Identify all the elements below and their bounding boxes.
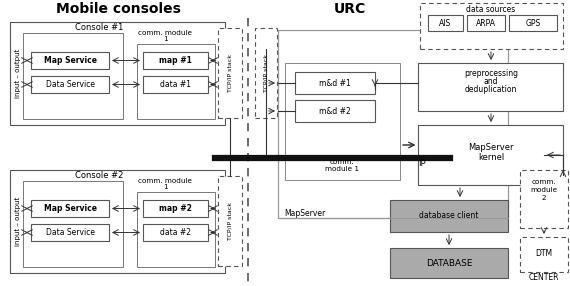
Text: comm. module: comm. module — [138, 30, 192, 36]
Text: 1: 1 — [162, 36, 168, 42]
Text: map #2: map #2 — [159, 204, 192, 213]
Bar — [278, 30, 508, 218]
Text: data #2: data #2 — [160, 228, 191, 237]
Bar — [137, 192, 215, 267]
Text: module 1: module 1 — [325, 166, 359, 172]
Text: MapServer: MapServer — [468, 144, 514, 152]
Bar — [509, 15, 557, 31]
Text: Map Service: Map Service — [43, 56, 96, 65]
Bar — [428, 15, 463, 31]
Bar — [137, 44, 215, 119]
Text: input – output: input – output — [15, 48, 21, 98]
Text: Map Service: Map Service — [43, 204, 96, 213]
Text: comm.: comm. — [532, 179, 556, 185]
Bar — [420, 3, 563, 49]
Text: DTM: DTM — [535, 249, 552, 259]
Text: CENTER: CENTER — [529, 273, 559, 283]
Bar — [31, 224, 109, 241]
Bar — [295, 72, 375, 94]
Bar — [10, 170, 225, 273]
Bar — [218, 176, 242, 266]
Bar — [218, 28, 242, 118]
Bar — [390, 200, 508, 232]
Bar — [418, 125, 563, 185]
Text: ARPA: ARPA — [476, 19, 496, 27]
Bar — [390, 248, 508, 278]
Text: MapServer: MapServer — [284, 208, 325, 217]
Bar — [143, 200, 208, 217]
Bar — [31, 76, 109, 93]
Text: Mobile consoles: Mobile consoles — [55, 2, 181, 16]
Bar — [255, 28, 277, 118]
Bar — [520, 170, 568, 228]
Text: DATABASE: DATABASE — [426, 259, 473, 267]
Bar — [23, 181, 123, 267]
Text: data #1: data #1 — [160, 80, 191, 89]
Bar — [285, 63, 400, 180]
Bar — [143, 76, 208, 93]
Bar — [31, 52, 109, 69]
Text: kernel: kernel — [478, 154, 504, 162]
Bar — [418, 63, 563, 111]
Text: m&d #1: m&d #1 — [319, 78, 351, 88]
Text: URC: URC — [334, 2, 366, 16]
Bar — [23, 33, 123, 119]
Bar — [143, 52, 208, 69]
Text: 1: 1 — [162, 184, 168, 190]
Bar — [295, 100, 375, 122]
Text: TCP/IP stack: TCP/IP stack — [227, 54, 233, 92]
Text: data sources: data sources — [466, 5, 516, 13]
Text: TCP/IP stack: TCP/IP stack — [263, 54, 268, 92]
Bar — [31, 200, 109, 217]
Bar — [10, 22, 225, 125]
Text: Console #2: Console #2 — [75, 170, 123, 180]
Text: preprocessing: preprocessing — [464, 69, 518, 78]
Text: comm.: comm. — [329, 159, 355, 165]
Text: map #1: map #1 — [159, 56, 192, 65]
Text: input – output: input – output — [15, 196, 21, 246]
Bar — [467, 15, 505, 31]
Text: and: and — [484, 76, 498, 86]
Text: database client: database client — [420, 212, 479, 221]
Text: Console #1: Console #1 — [75, 23, 123, 31]
Text: module: module — [531, 187, 557, 193]
Text: Data Service: Data Service — [46, 228, 95, 237]
Bar — [520, 237, 568, 272]
Text: TCP/IP stack: TCP/IP stack — [227, 202, 233, 240]
Text: 2: 2 — [542, 195, 546, 201]
Text: deduplication: deduplication — [465, 84, 517, 94]
Text: IP: IP — [418, 160, 426, 168]
Text: m&d #2: m&d #2 — [319, 106, 351, 116]
Text: Data Service: Data Service — [46, 80, 95, 89]
Text: GPS: GPS — [526, 19, 540, 27]
Bar — [143, 224, 208, 241]
Text: comm. module: comm. module — [138, 178, 192, 184]
Text: AIS: AIS — [439, 19, 451, 27]
